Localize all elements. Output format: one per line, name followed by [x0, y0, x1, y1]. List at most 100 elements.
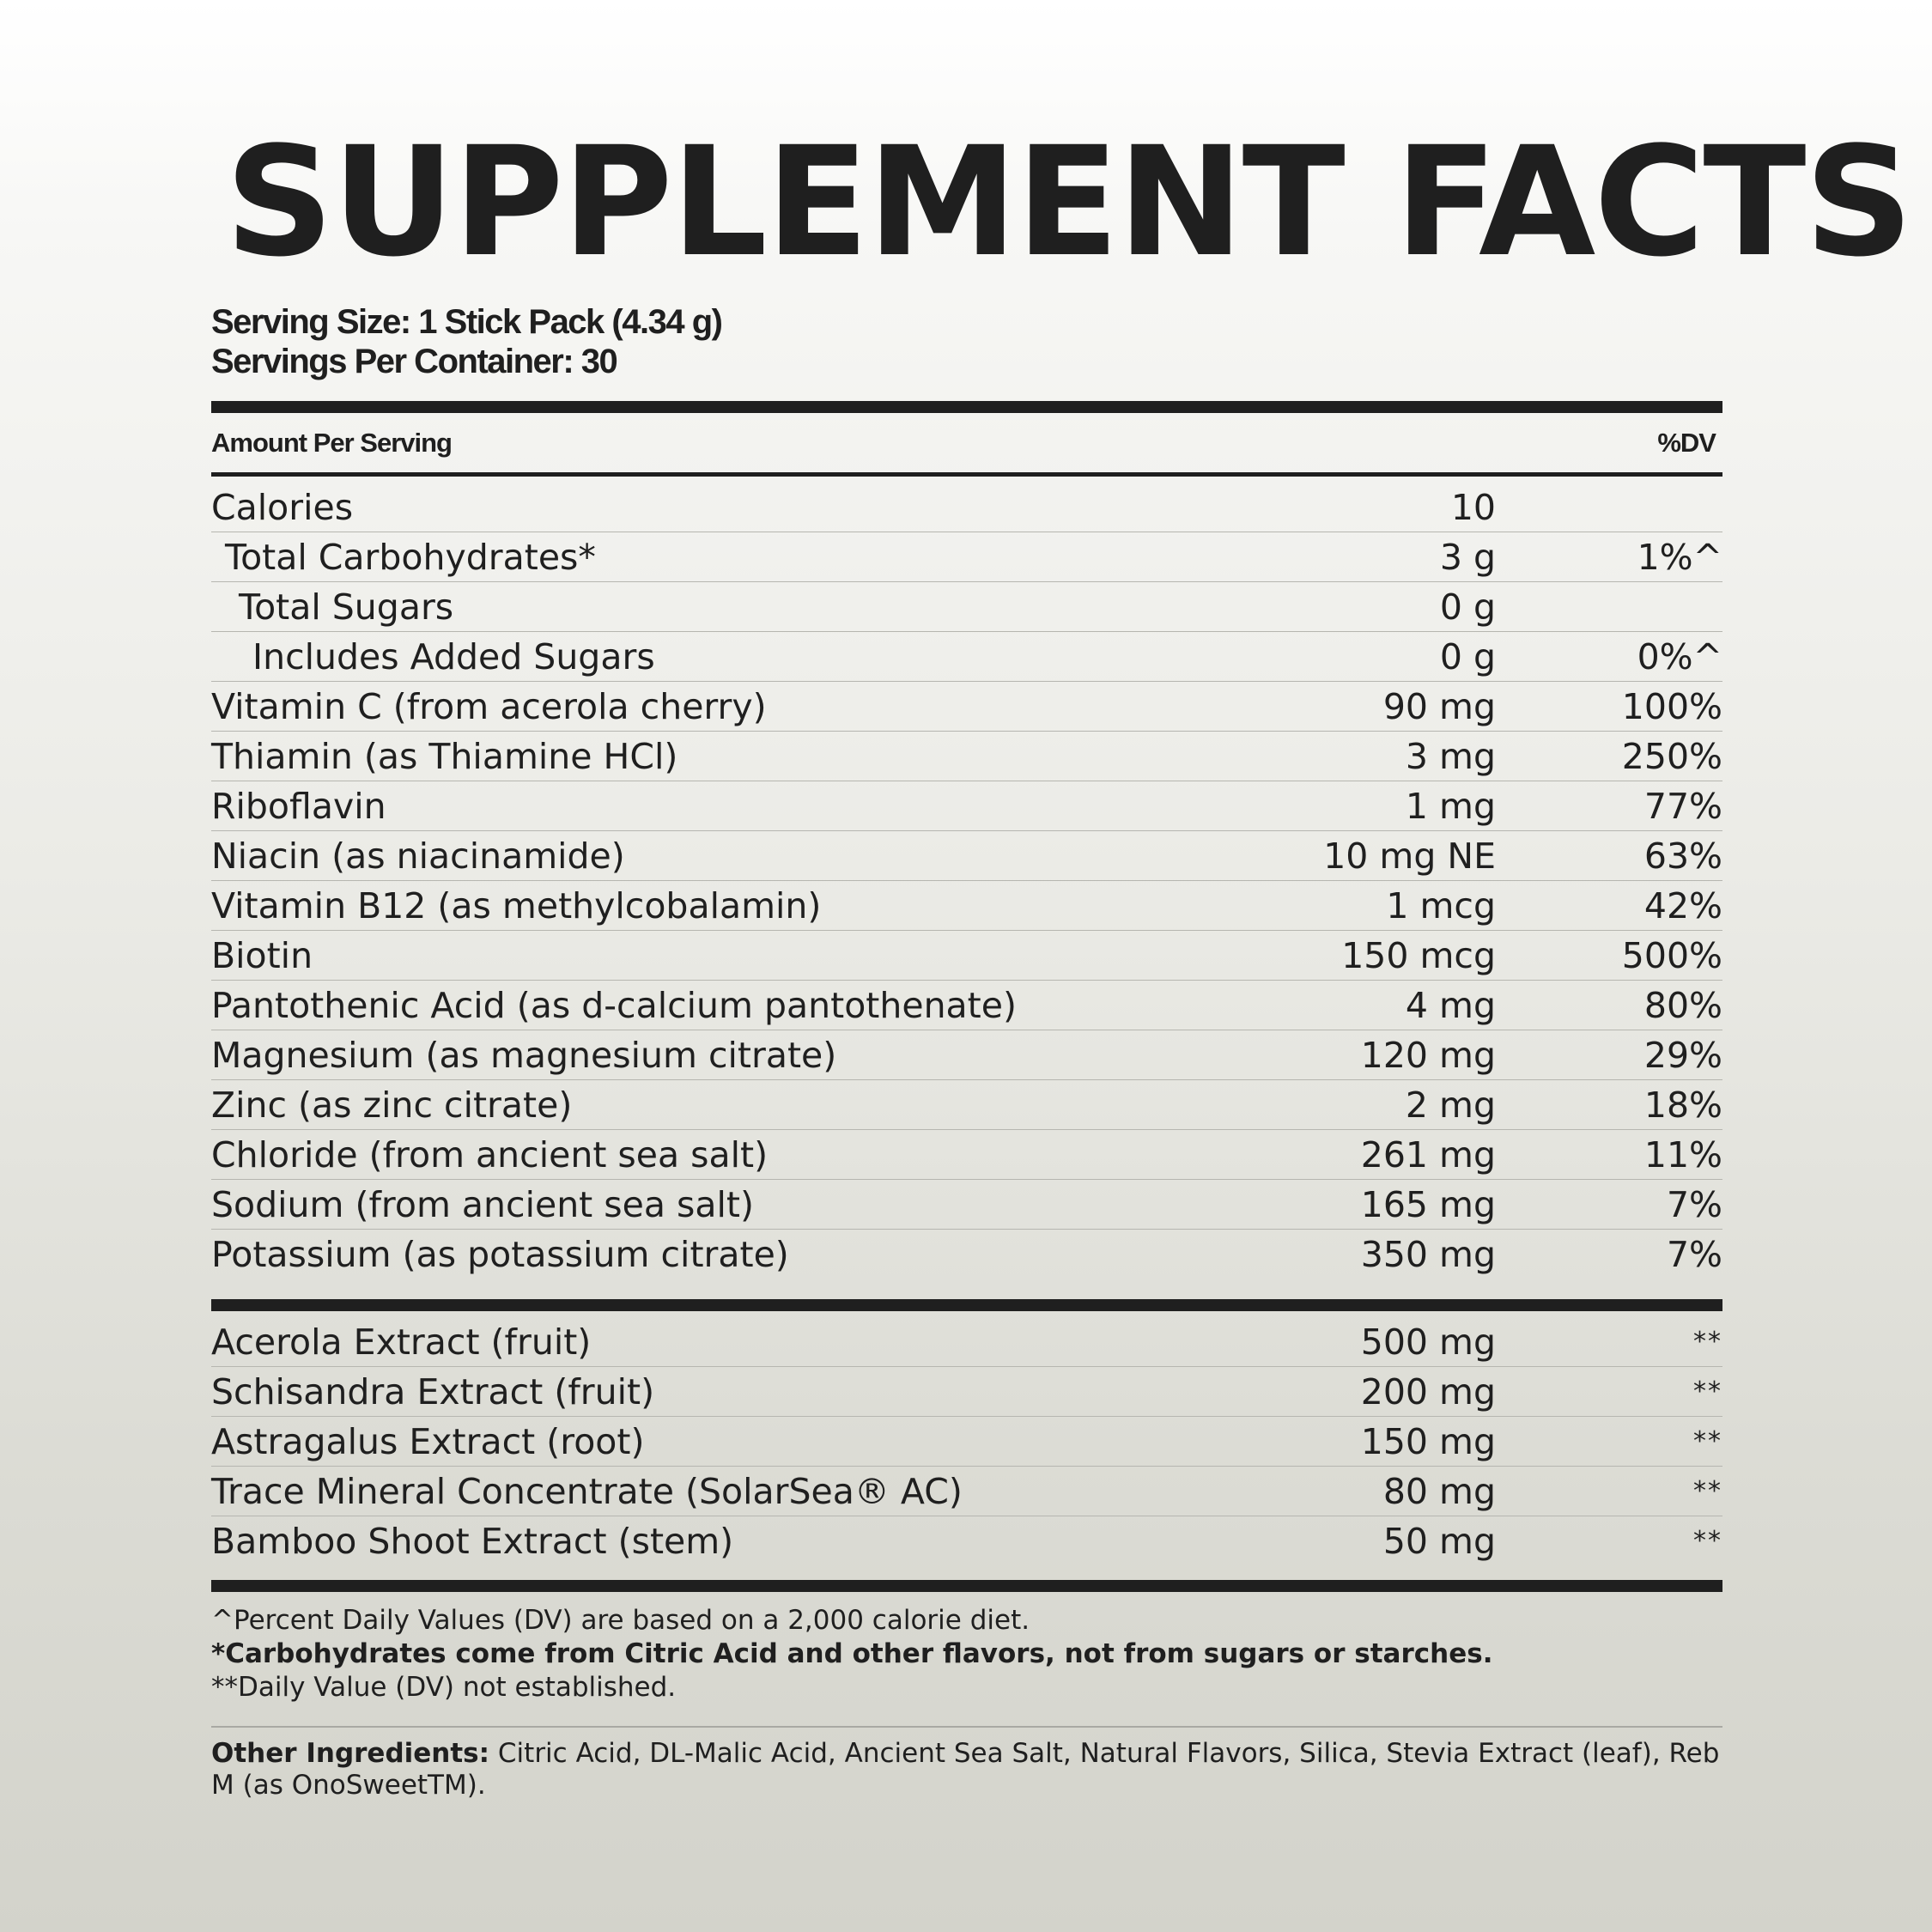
nutrient-row: Magnesium (as magnesium citrate) 120 mg 29…: [211, 1030, 1722, 1080]
item-amount: 261 mg: [1360, 1134, 1496, 1176]
extract-row: Trace Mineral Concentrate (SolarSea® AC)…: [211, 1467, 1722, 1516]
nutrient-row: Sodium (from ancient sea salt) 165 mg 7%: [211, 1180, 1722, 1230]
item-amount: 3 g: [1439, 537, 1496, 578]
servings-per-container: Servings Per Container: 30: [211, 343, 618, 380]
item-name: Sodium (from ancient sea salt): [211, 1184, 754, 1225]
amount-per-serving-label: Amount Per Serving: [211, 428, 453, 458]
item-amount: 80 mg: [1382, 1471, 1496, 1512]
item-name: Chloride (from ancient sea salt): [211, 1134, 769, 1176]
item-amount: 90 mg: [1382, 686, 1496, 727]
item-amount: 150 mcg: [1341, 935, 1496, 976]
item-name: Bamboo Shoot Extract (stem): [211, 1521, 734, 1562]
item-name: Total Sugars: [239, 586, 454, 628]
nutrient-row: Biotin 150 mcg 500%: [211, 931, 1722, 981]
item-amount: 120 mg: [1360, 1035, 1496, 1076]
item-amount: 50 mg: [1382, 1521, 1496, 1562]
item-daily-value: 7%: [1666, 1234, 1722, 1275]
item-daily-value: 77%: [1643, 786, 1722, 827]
item-daily-value: 11%: [1643, 1134, 1722, 1176]
extract-row: Schisandra Extract (fruit) 200 mg **: [211, 1367, 1722, 1417]
dv-header-label: %DV: [1657, 428, 1716, 458]
item-amount: 165 mg: [1360, 1184, 1496, 1225]
item-name: Vitamin B12 (as methylcobalamin): [211, 885, 822, 927]
nutrient-row: Pantothenic Acid (as d-calcium pantothen…: [211, 981, 1722, 1030]
item-daily-value: **: [1693, 1476, 1722, 1506]
item-name: Astragalus Extract (root): [211, 1421, 645, 1462]
item-daily-value: 42%: [1643, 885, 1722, 927]
table-header: Amount Per Serving %DV: [211, 426, 1722, 460]
mid-divider: [211, 1299, 1722, 1311]
item-name: Zinc (as zinc citrate): [211, 1084, 573, 1126]
serving-info: Serving Size: 1 Stick Pack (4.34 g) Serv…: [211, 302, 723, 381]
nutrient-row: Total Sugars 0 g: [211, 582, 1722, 632]
item-name: Trace Mineral Concentrate (SolarSea® AC): [211, 1471, 963, 1512]
item-amount: 3 mg: [1405, 736, 1496, 777]
item-daily-value: 18%: [1643, 1084, 1722, 1126]
nutrient-row: Thiamin (as Thiamine HCl) 3 mg 250%: [211, 732, 1722, 781]
item-name: Potassium (as potassium citrate): [211, 1234, 789, 1275]
page-title: SUPPLEMENT FACTS: [225, 114, 1913, 290]
nutrient-row: Total Carbohydrates* 3 g 1%^: [211, 532, 1722, 582]
nutrient-row: Vitamin B12 (as methylcobalamin) 1 mcg 42%: [211, 881, 1722, 931]
extract-row: Astragalus Extract (root) 150 mg **: [211, 1417, 1722, 1467]
item-name: Biotin: [211, 935, 313, 976]
nutrient-row: Vitamin C (from acerola cherry) 90 mg 100%: [211, 682, 1722, 732]
item-amount: 1 mg: [1405, 786, 1496, 827]
item-amount: 500 mg: [1360, 1321, 1496, 1363]
nutrient-row: Niacin (as niacinamide) 10 mg NE 63%: [211, 831, 1722, 881]
item-amount: 10 mg NE: [1323, 835, 1496, 877]
item-amount: 2 mg: [1405, 1084, 1496, 1126]
header-divider: [211, 472, 1722, 477]
item-daily-value: **: [1693, 1327, 1722, 1357]
bottom-divider: [211, 1580, 1722, 1592]
item-name: Acerola Extract (fruit): [211, 1321, 592, 1363]
nutrient-row: Calories 10: [211, 483, 1722, 532]
extract-row: Acerola Extract (fruit) 500 mg **: [211, 1317, 1722, 1367]
item-amount: 0 g: [1439, 586, 1496, 628]
item-name: Vitamin C (from acerola cherry): [211, 686, 767, 727]
item-name: Niacin (as niacinamide): [211, 835, 625, 877]
item-name: Total Carbohydrates*: [225, 537, 596, 578]
item-amount: 4 mg: [1405, 985, 1496, 1026]
item-daily-value: 7%: [1666, 1184, 1722, 1225]
item-name: Includes Added Sugars: [252, 636, 655, 677]
item-daily-value: 1%^: [1637, 537, 1722, 578]
item-name: Thiamin (as Thiamine HCl): [211, 736, 678, 777]
item-name: Pantothenic Acid (as d-calcium pantothen…: [211, 985, 1017, 1026]
item-daily-value: 250%: [1621, 736, 1722, 777]
item-daily-value: 0%^: [1637, 636, 1722, 677]
nutrient-row: Riboflavin 1 mg 77%: [211, 781, 1722, 831]
item-name: Schisandra Extract (fruit): [211, 1371, 655, 1413]
carbohydrate-footnote: *Carbohydrates come from Citric Acid and…: [211, 1638, 1493, 1669]
nutrient-row: Includes Added Sugars 0 g 0%^: [211, 632, 1722, 682]
nutrient-row: Potassium (as potassium citrate) 350 mg 7%: [211, 1230, 1722, 1279]
item-daily-value: **: [1693, 1426, 1722, 1456]
item-name: Calories: [211, 487, 354, 528]
nutrient-row: Zinc (as zinc citrate) 2 mg 18%: [211, 1080, 1722, 1130]
item-name: Riboflavin: [211, 786, 386, 827]
serving-size: Serving Size: 1 Stick Pack (4.34 g): [211, 303, 723, 341]
item-amount: 200 mg: [1360, 1371, 1496, 1413]
item-amount: 150 mg: [1360, 1421, 1496, 1462]
item-daily-value: 80%: [1643, 985, 1722, 1026]
extract-row: Bamboo Shoot Extract (stem) 50 mg **: [211, 1516, 1722, 1566]
item-daily-value: **: [1693, 1526, 1722, 1556]
footnote-divider: [211, 1726, 1722, 1728]
item-daily-value: **: [1693, 1376, 1722, 1406]
other-ingredients-text: Citric Acid, DL-Malic Acid, Ancient Sea …: [211, 1738, 1720, 1801]
nutrient-row: Chloride (from ancient sea salt) 261 mg 11…: [211, 1130, 1722, 1180]
footnotes: ^Percent Daily Values (DV) are based on …: [211, 1604, 1722, 1704]
item-amount: 1 mcg: [1386, 885, 1496, 927]
nutrient-list: Calories 10 Total Carbohydrates* 3 g 1%^ Tota…: [211, 483, 1722, 1279]
item-amount: 350 mg: [1360, 1234, 1496, 1275]
extract-list: Acerola Extract (fruit) 500 mg ** Schisandr…: [211, 1317, 1722, 1566]
other-ingredients-label: Other Ingredients:: [211, 1738, 490, 1769]
item-amount: 10: [1450, 487, 1496, 528]
item-daily-value: 100%: [1621, 686, 1722, 727]
item-name: Magnesium (as magnesium citrate): [211, 1035, 837, 1076]
top-divider: [211, 401, 1722, 413]
dv-footnote: ^Percent Daily Values (DV) are based on …: [211, 1605, 1030, 1636]
item-daily-value: 500%: [1621, 935, 1722, 976]
other-ingredients: Other Ingredients: Citric Acid, DL-Malic…: [211, 1738, 1722, 1801]
not-established-footnote: **Daily Value (DV) not established.: [211, 1672, 677, 1703]
